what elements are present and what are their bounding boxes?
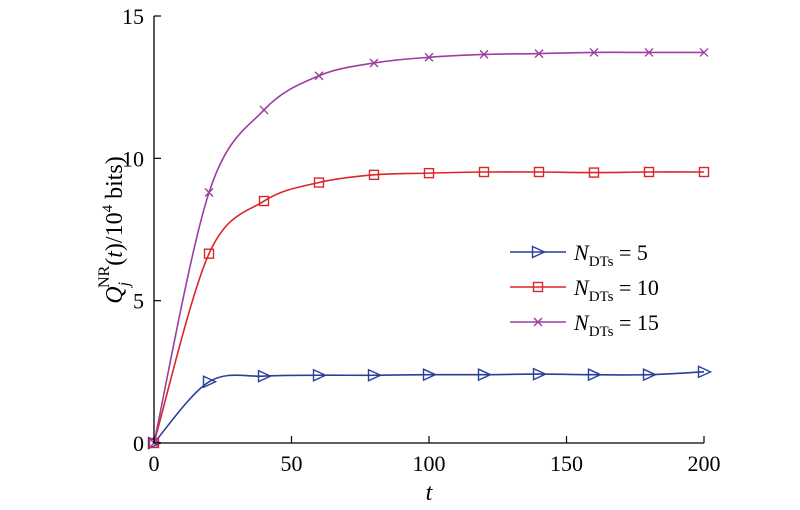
marker-stroke [479, 49, 489, 59]
legend-label: NDTs = 15 [573, 310, 659, 340]
data-point [368, 169, 380, 181]
series-3 [149, 47, 709, 448]
data-point [424, 52, 434, 62]
data-point [369, 58, 379, 68]
data-point [533, 317, 543, 327]
marker-stroke [314, 71, 324, 81]
legend-entry: NDTs = 5 [510, 240, 648, 270]
data-point [423, 167, 435, 179]
data-point [477, 368, 493, 382]
data-point [587, 368, 603, 382]
legend-label: NDTs = 10 [573, 275, 659, 305]
marker-stroke [259, 105, 269, 115]
data-point [698, 166, 710, 178]
axes-layer: 0 50 100 150 200 0 5 10 15 t QjNR(t)/104 bits) [96, 4, 721, 506]
data-point [534, 49, 544, 59]
data-point [258, 195, 270, 207]
series-line [153, 371, 705, 444]
data-point [422, 368, 438, 382]
data-point [697, 365, 713, 379]
legend-entry: NDTs = 10 [510, 275, 659, 305]
x-tick-label: 0 [149, 451, 160, 476]
marker-stroke [699, 47, 709, 57]
y-axis-title: QjNR(t)/104 bits) [96, 156, 133, 304]
series-layer [147, 47, 713, 450]
data-point [643, 166, 655, 178]
legend: NDTs = 5 NDTs = 10 NDTs = 15 [510, 240, 659, 340]
data-point [531, 245, 547, 259]
data-point [204, 187, 214, 197]
data-point [532, 281, 544, 293]
y-tick-label: 10 [122, 146, 144, 171]
x-tick-label: 100 [413, 451, 446, 476]
data-point [314, 71, 324, 81]
data-point [259, 105, 269, 115]
data-point [479, 49, 489, 59]
y-tick-label: 0 [133, 431, 144, 456]
data-point [367, 368, 383, 382]
marker-stroke [589, 47, 599, 57]
data-point [588, 167, 600, 178]
data-point [478, 166, 490, 178]
series-2 [148, 166, 710, 449]
marker-stroke [204, 187, 214, 197]
x-axis-title: t [426, 480, 434, 506]
data-point [203, 248, 215, 259]
marker-stroke [369, 58, 379, 68]
data-point [699, 47, 709, 57]
legend-entry: NDTs = 15 [510, 310, 659, 340]
legend-label: NDTs = 5 [573, 240, 648, 270]
data-point [533, 166, 545, 178]
marker-stroke [533, 317, 543, 327]
y-tick-label: 5 [133, 289, 144, 314]
x-tick-label: 50 [281, 451, 303, 476]
x-tick-label: 200 [688, 451, 721, 476]
data-point [313, 177, 325, 188]
marker-stroke [424, 52, 434, 62]
series-1 [147, 365, 713, 450]
data-point [644, 47, 654, 57]
marker-stroke [644, 47, 654, 57]
y-tick-label: 15 [122, 4, 144, 29]
data-point [642, 368, 658, 382]
data-point [532, 367, 548, 381]
data-point [257, 369, 273, 383]
series-line [153, 171, 705, 444]
data-point [202, 375, 218, 389]
marker-stroke [534, 49, 544, 59]
data-point [312, 368, 328, 382]
data-point [589, 47, 599, 57]
x-tick-label: 150 [550, 451, 583, 476]
